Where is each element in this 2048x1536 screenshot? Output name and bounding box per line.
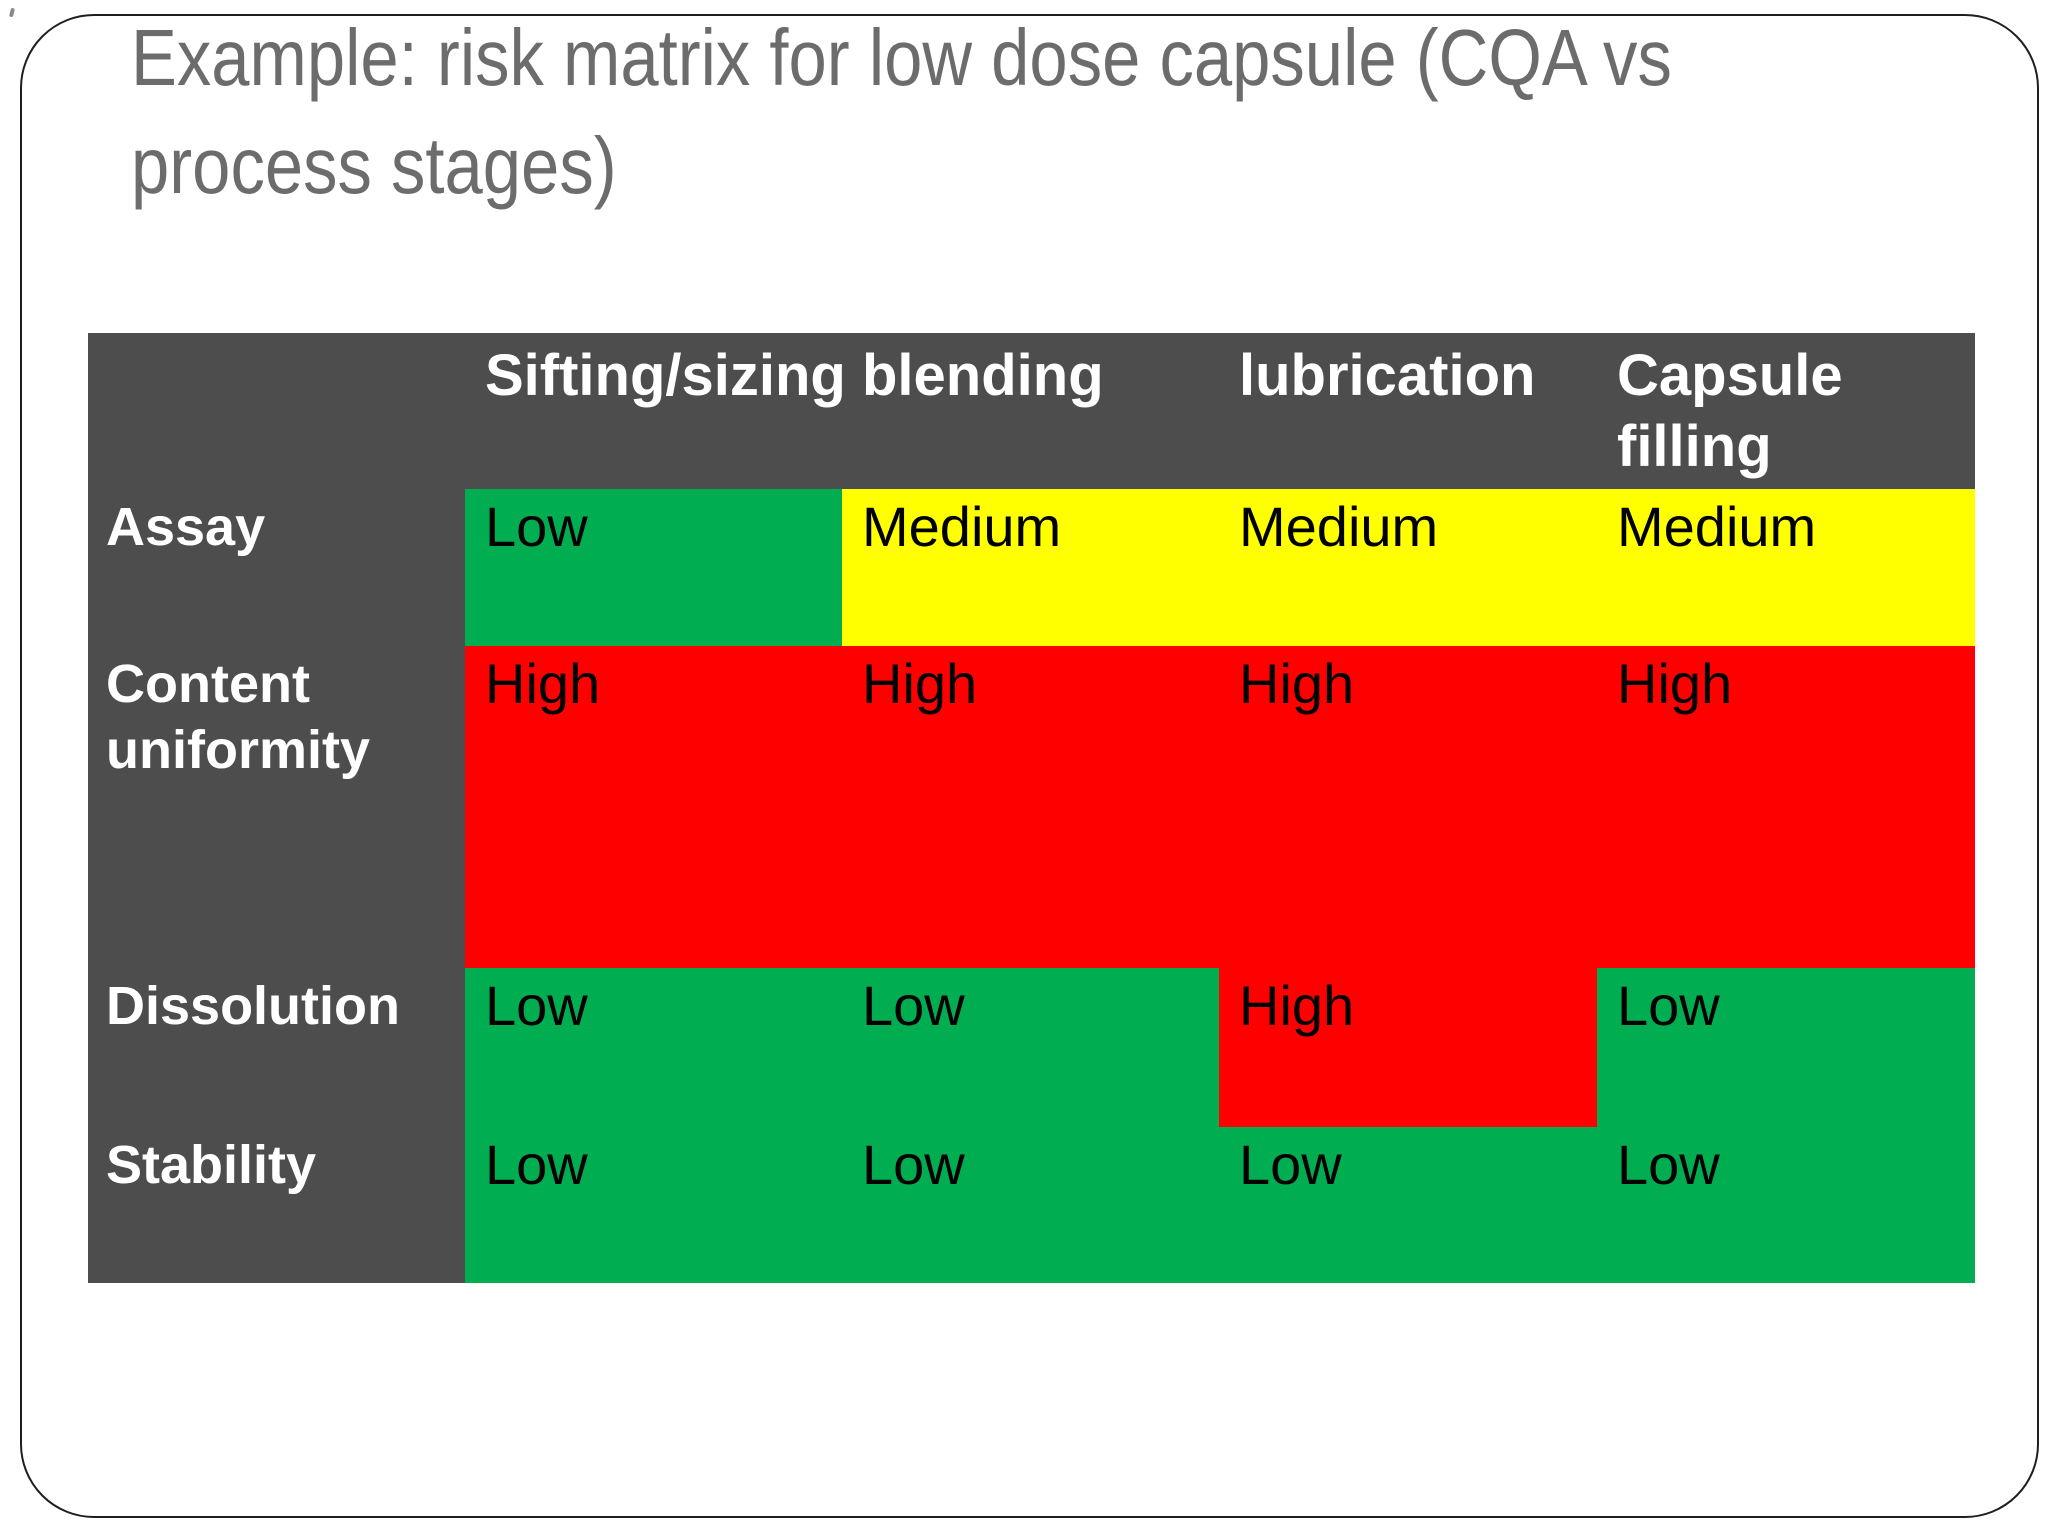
- matrix-cell-assay-capsule-filling: Medium: [1597, 489, 1975, 646]
- row-label-text: Stability: [106, 1135, 317, 1195]
- matrix-cell-stability-capsule-filling: Low: [1597, 1127, 1975, 1283]
- column-header-label: Sifting/sizing: [485, 343, 846, 408]
- column-header-label: blending: [862, 343, 1104, 408]
- corner-cell: [88, 333, 465, 489]
- matrix-cell-content-uniformity-capsule-filling: High: [1597, 646, 1975, 968]
- matrix-cell-dissolution-blending: Low: [842, 968, 1219, 1127]
- row-label-text: Content uniformity: [106, 654, 370, 780]
- matrix-cell-stability-lubrication: Low: [1219, 1127, 1597, 1283]
- column-header-lubrication: lubrication: [1219, 333, 1597, 489]
- row-label-stability: Stability: [88, 1127, 465, 1283]
- matrix-cell-assay-lubrication: Medium: [1219, 489, 1597, 646]
- matrix-cell-content-uniformity-sifting: High: [465, 646, 842, 968]
- slide-border: [20, 14, 2039, 1518]
- row-label-dissolution: Dissolution: [88, 968, 465, 1127]
- row-label-text: Dissolution: [106, 976, 400, 1036]
- matrix-cell-stability-blending: Low: [842, 1127, 1219, 1283]
- matrix-cell-content-uniformity-blending: High: [842, 646, 1219, 968]
- matrix-cell-dissolution-sifting: Low: [465, 968, 842, 1127]
- matrix-cell-stability-sifting: Low: [465, 1127, 842, 1283]
- matrix-cell-assay-blending: Medium: [842, 489, 1219, 646]
- title-line-1: Example: risk matrix for low dose capsul…: [131, 13, 1672, 102]
- column-header-blending: blending: [842, 333, 1219, 489]
- column-header-capsule-filling: Capsule filling: [1597, 333, 1975, 489]
- column-header-label: Capsule filling: [1617, 343, 1843, 479]
- matrix-cell-dissolution-capsule-filling: Low: [1597, 968, 1975, 1127]
- column-header-label: lubrication: [1239, 343, 1536, 408]
- row-label-content-uniformity: Content uniformity: [88, 646, 465, 968]
- matrix-cell-dissolution-lubrication: High: [1219, 968, 1597, 1127]
- risk-matrix-table: Sifting/sizing blending lubrication Caps…: [88, 333, 1975, 1283]
- row-label-assay: Assay: [88, 489, 465, 646]
- corner-artifact: [8, 7, 16, 18]
- matrix-cell-content-uniformity-lubrication: High: [1219, 646, 1597, 968]
- matrix-cell-assay-sifting: Low: [465, 489, 842, 646]
- title-line-2: process stages): [131, 121, 617, 210]
- column-header-sifting-sizing: Sifting/sizing: [465, 333, 846, 489]
- row-label-text: Assay: [106, 497, 266, 557]
- slide-title: Example: risk matrix for low dose capsul…: [131, 4, 1672, 220]
